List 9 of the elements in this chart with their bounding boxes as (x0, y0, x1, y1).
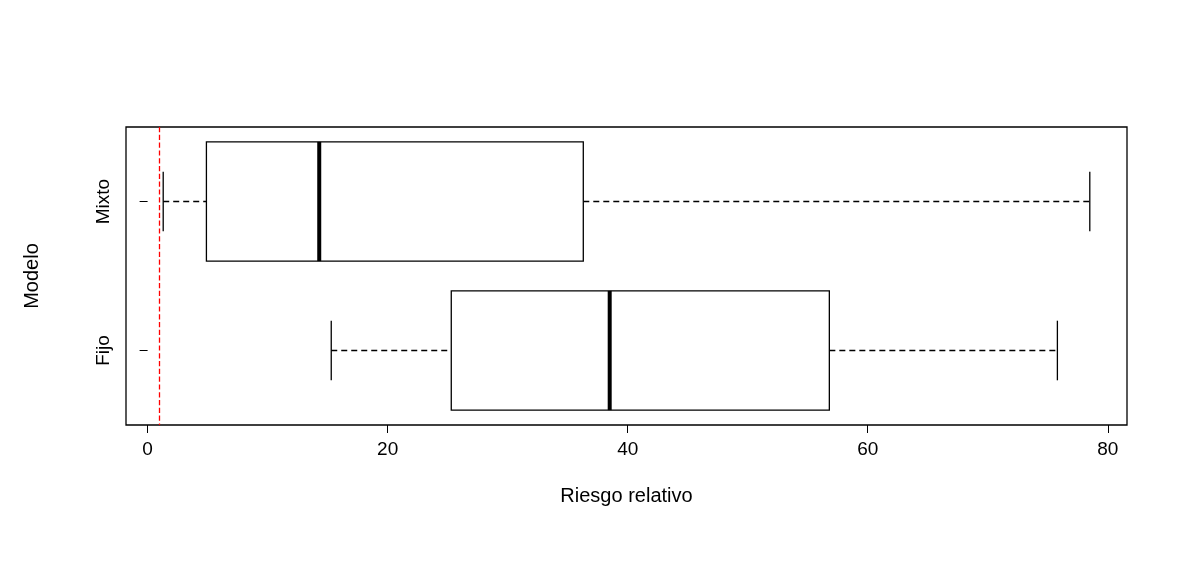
x-tick-label: 80 (1097, 438, 1119, 459)
x-tick-label: 20 (377, 438, 399, 459)
x-tick-label: 40 (617, 438, 639, 459)
y-tick-label: Fijo (92, 335, 113, 366)
x-tick-label: 0 (142, 438, 153, 459)
x-tick-label: 60 (857, 438, 879, 459)
x-axis-title: Riesgo relativo (560, 484, 693, 506)
y-axis-title: Modelo (20, 243, 42, 309)
y-tick-label: Mixto (92, 178, 113, 225)
